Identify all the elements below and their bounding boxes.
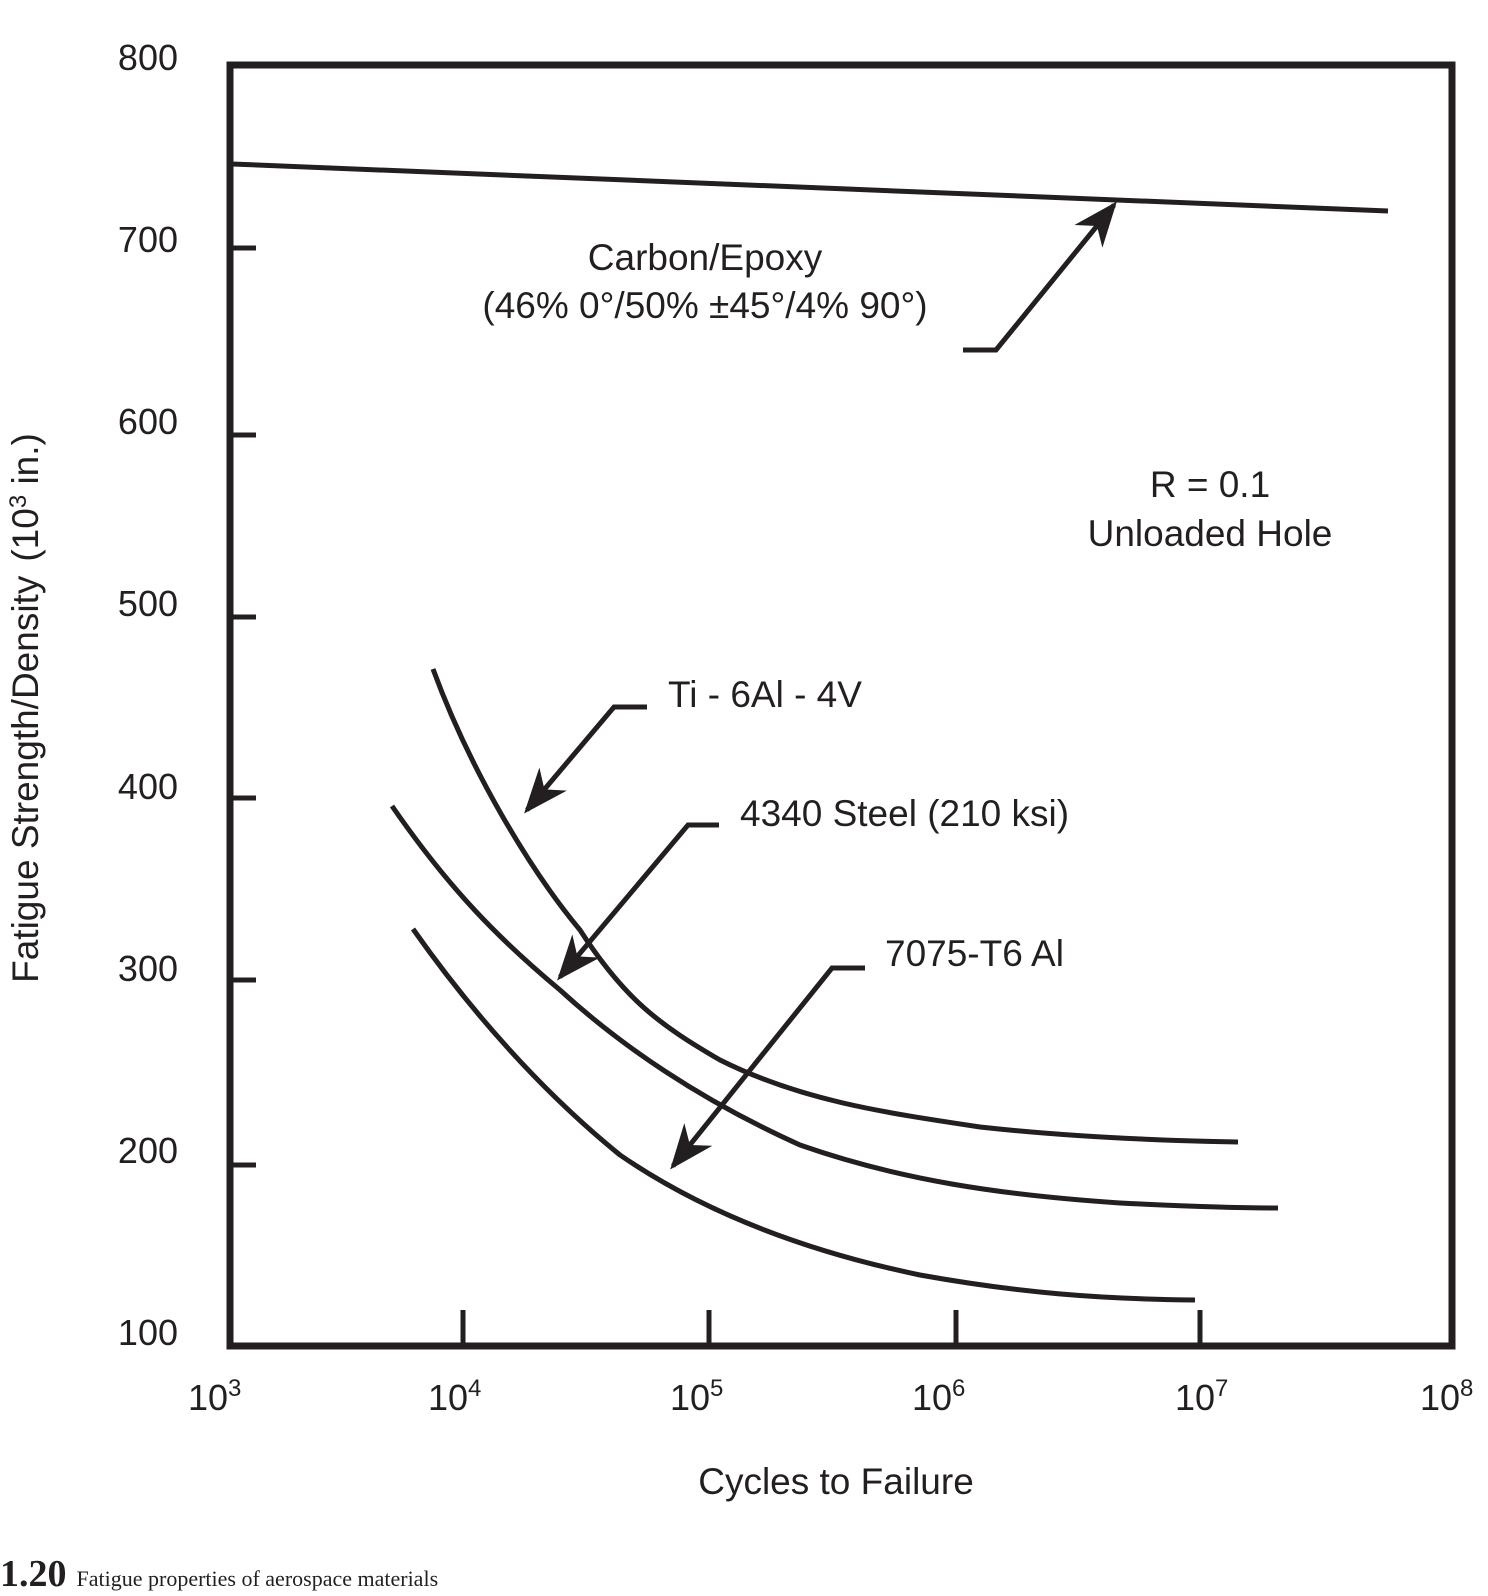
y-tick-label: 700 bbox=[118, 219, 178, 260]
series-4340-steel bbox=[389, 804, 1279, 1211]
x-tick-label: 103 bbox=[188, 1375, 241, 1418]
x-tick-label: 105 bbox=[670, 1375, 723, 1418]
al-leader-arrow bbox=[670, 965, 865, 1170]
condition-hole: Unloaded Hole bbox=[1088, 513, 1333, 554]
x-tick-label: 106 bbox=[912, 1375, 965, 1418]
x-axis-title: Cycles to Failure bbox=[698, 1461, 974, 1502]
x-tick-label: 107 bbox=[1175, 1375, 1228, 1418]
plot-frame bbox=[226, 61, 1456, 1350]
x-tick-labels: 103 104 105 106 107 108 bbox=[188, 1375, 1473, 1418]
x-tick-label: 108 bbox=[1420, 1375, 1473, 1418]
y-ticks bbox=[230, 245, 256, 1168]
figure-caption-text: Fatigue properties of aerospace material… bbox=[76, 1566, 439, 1591]
steel-label: 4340 Steel (210 ksi) bbox=[740, 793, 1069, 834]
ti-label: Ti - 6Al - 4V bbox=[668, 674, 862, 715]
y-tick-label: 300 bbox=[118, 948, 178, 989]
al-label: 7075-T6 Al bbox=[885, 933, 1064, 974]
carbon-epoxy-layup-label: (46% 0°/50% ±45°/4% 90°) bbox=[482, 285, 927, 326]
series-7075-t6-al bbox=[410, 927, 1196, 1303]
series-ti-6al-4v bbox=[430, 668, 1239, 1145]
condition-r-ratio: R = 0.1 bbox=[1150, 464, 1270, 505]
y-axis-title: Fatigue Strength/Density(103 in.) bbox=[5, 433, 46, 983]
y-tick-label: 200 bbox=[118, 1130, 178, 1171]
ti-leader-arrow bbox=[524, 704, 647, 814]
figure-caption: 1.20 Fatigue properties of aerospace mate… bbox=[0, 1552, 438, 1596]
steel-leader-arrow bbox=[557, 822, 719, 981]
y-tick-label: 100 bbox=[118, 1312, 178, 1353]
x-ticks bbox=[460, 1310, 1203, 1346]
y-tick-label: 600 bbox=[118, 401, 178, 442]
carbon-leader-arrow bbox=[963, 201, 1117, 353]
y-tick-labels: 800 700 600 500 400 300 200 100 bbox=[118, 37, 178, 1353]
leader-arrows bbox=[524, 201, 1117, 1170]
y-tick-label: 500 bbox=[118, 583, 178, 624]
y-tick-label: 800 bbox=[118, 37, 178, 78]
carbon-epoxy-label: Carbon/Epoxy bbox=[588, 237, 823, 278]
figure-number: 1.20 bbox=[0, 1553, 67, 1595]
x-tick-label: 104 bbox=[428, 1375, 481, 1418]
y-tick-label: 400 bbox=[118, 766, 178, 807]
series-carbon-epoxy bbox=[231, 161, 1389, 214]
